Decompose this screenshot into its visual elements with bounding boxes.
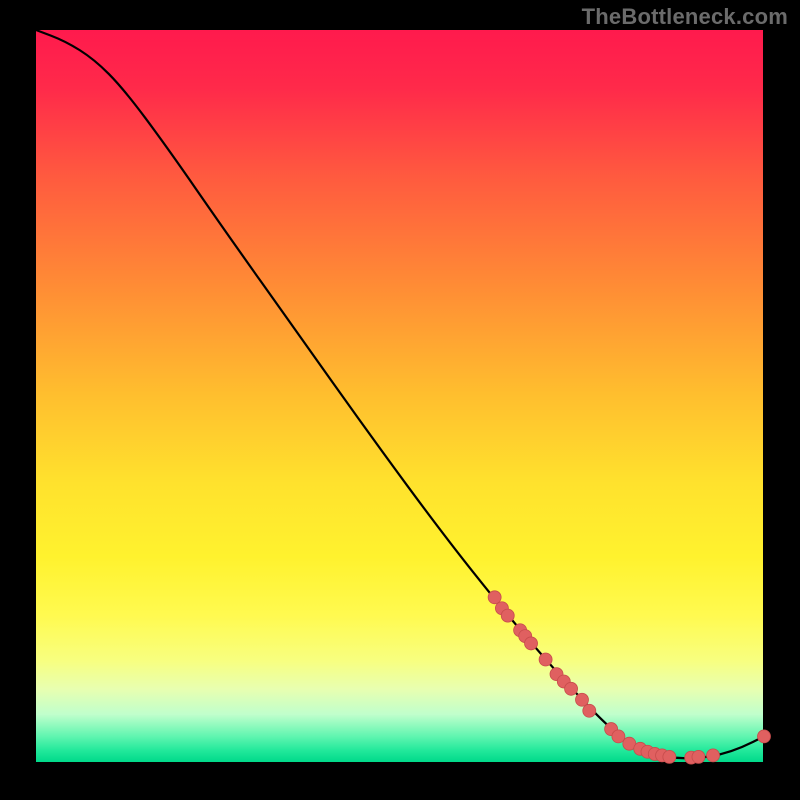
bottleneck-chart [0, 0, 800, 800]
watermark-text: TheBottleneck.com [582, 4, 788, 30]
scatter-point [692, 750, 705, 763]
scatter-point [583, 704, 596, 717]
scatter-point [525, 637, 538, 650]
scatter-point [539, 653, 552, 666]
scatter-point [565, 682, 578, 695]
scatter-point [488, 591, 501, 604]
scatter-point [612, 730, 625, 743]
scatter-point [758, 730, 771, 743]
chart-canvas: TheBottleneck.com [0, 0, 800, 800]
scatter-point [576, 693, 589, 706]
scatter-point [663, 750, 676, 763]
gradient-background [36, 30, 763, 762]
scatter-point [707, 749, 720, 762]
scatter-point [501, 609, 514, 622]
